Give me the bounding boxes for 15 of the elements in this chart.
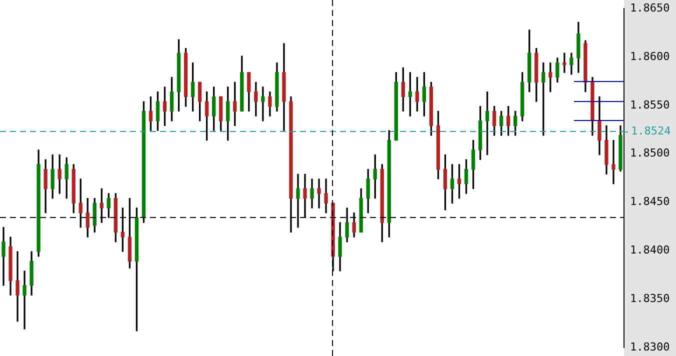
y-tick-label: 1.8400 — [630, 243, 670, 256]
candlestick — [2, 227, 6, 286]
y-tick-label: 1.8550 — [630, 98, 670, 112]
ref-line-label: 1.8524 — [631, 124, 672, 138]
y-tick-label: 1.8350 — [630, 292, 670, 305]
y-tick-label: 1.8650 — [630, 1, 670, 14]
candlestick — [22, 270, 26, 330]
y-tick-label: 1.8300 — [630, 340, 670, 354]
candlestick — [16, 251, 20, 322]
candlestick — [261, 86, 265, 122]
y-tick-label: 1.8500 — [630, 146, 670, 160]
y-tick-label: 1.8450 — [630, 195, 670, 208]
y-tick-label: 1.8600 — [630, 50, 670, 63]
candlestick — [317, 178, 321, 208]
candlestick — [612, 140, 616, 184]
